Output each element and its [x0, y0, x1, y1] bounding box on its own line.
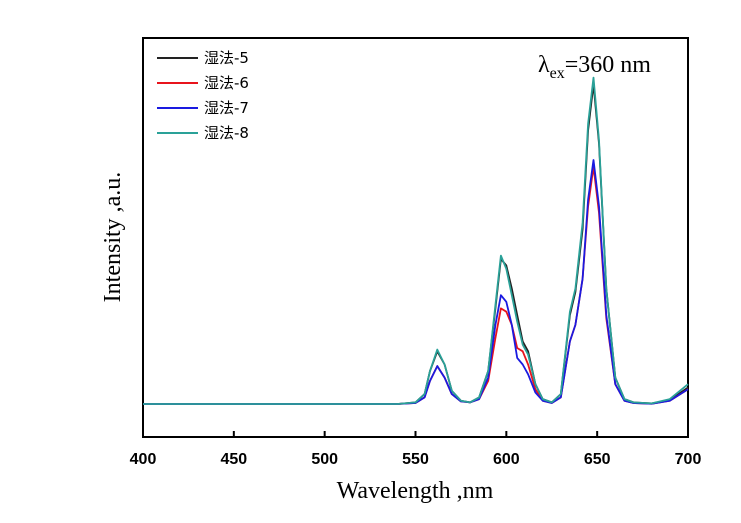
y-axis-label: Intensity ,a.u. — [100, 172, 126, 303]
series-line — [143, 76, 689, 405]
x-axis-label: Wavelength ,nm — [337, 478, 494, 504]
legend-label: 湿法-7 — [204, 99, 249, 117]
x-tick-label: 650 — [584, 451, 611, 468]
series-line — [143, 159, 689, 405]
legend-label: 湿法-5 — [204, 49, 249, 67]
annotation-sub: ex — [550, 65, 565, 82]
legend-label: 湿法-6 — [204, 74, 249, 92]
x-tick-label: 550 — [402, 451, 429, 468]
annotation: λex=360 nm — [538, 52, 651, 82]
x-tick-label: 450 — [220, 451, 247, 468]
x-tick-label: 700 — [675, 451, 702, 468]
x-tick-label: 400 — [130, 451, 157, 468]
legend-label: 湿法-8 — [204, 124, 249, 142]
x-tick-label: 600 — [493, 451, 520, 468]
x-tick-label: 500 — [311, 451, 338, 468]
annotation-rest: =360 nm — [565, 52, 652, 78]
annotation-base: λ — [538, 52, 550, 78]
plot-frame — [142, 37, 689, 438]
